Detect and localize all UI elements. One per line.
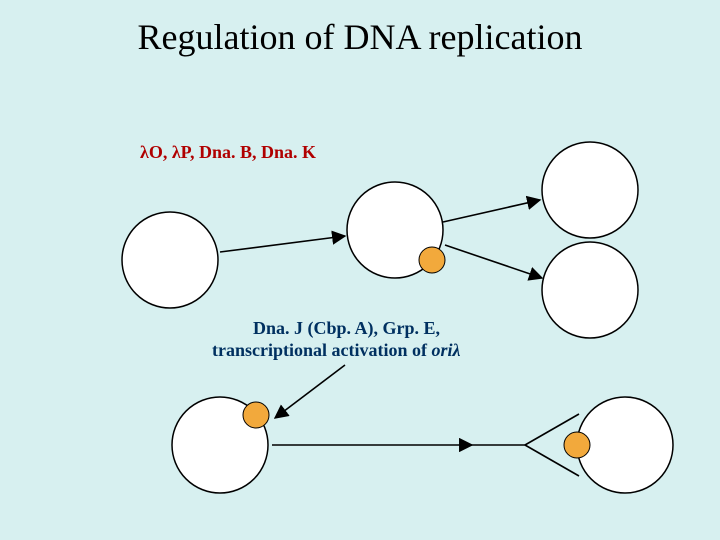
plasmid-circle: [122, 212, 218, 308]
plasmid-circle: [577, 397, 673, 493]
origin-dot: [419, 247, 445, 273]
plasmid-circle: [542, 242, 638, 338]
origin-dot: [243, 402, 269, 428]
arrow: [220, 236, 345, 252]
arrow: [445, 245, 542, 278]
arrow: [443, 200, 540, 222]
origin-dot: [564, 432, 590, 458]
diagram-svg: [0, 0, 720, 540]
plasmid-circle: [542, 142, 638, 238]
arrow: [275, 365, 345, 418]
